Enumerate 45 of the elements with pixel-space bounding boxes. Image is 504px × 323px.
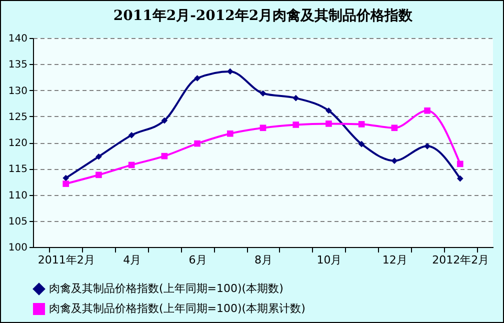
point [96, 153, 102, 160]
point [326, 120, 332, 127]
point [456, 160, 464, 168]
point [292, 122, 300, 128]
x-tick-label: 4月 [123, 254, 142, 266]
point [358, 121, 365, 128]
point [226, 68, 234, 75]
point [161, 152, 168, 160]
x-tick-label: 8月 [254, 254, 272, 266]
y-tick-label: 135 [8, 60, 28, 71]
y-tick-label: 100 [8, 242, 28, 254]
x-tick-label: 12月 [382, 254, 408, 266]
point [128, 132, 135, 138]
point [62, 180, 70, 187]
point [128, 162, 135, 168]
point [96, 172, 102, 178]
chart-title: 2011年2月-2012年2月肉禽及其制品价格指数 [113, 8, 414, 24]
y-tick-label: 125 [8, 112, 28, 123]
point [260, 90, 266, 97]
legend-label: 肉禽及其制品价格指数(上年同期=100)(本期累计数) [49, 302, 306, 315]
y-tick-label: 110 [8, 190, 28, 202]
x-tick-label: 10月 [316, 254, 342, 266]
x-tick-label: 2011年2月 [38, 254, 95, 266]
point [456, 175, 464, 182]
point [391, 124, 398, 132]
point [391, 158, 398, 164]
point [62, 174, 70, 182]
point [226, 130, 234, 137]
y-tick-label: 115 [8, 164, 28, 176]
point [358, 140, 365, 148]
point [194, 75, 200, 82]
y-tick-label: 140 [8, 34, 28, 44]
point [260, 124, 266, 132]
point [424, 142, 430, 150]
x-tick-label: 6月 [188, 254, 207, 266]
y-tick-label: 120 [8, 138, 28, 149]
point [161, 117, 168, 124]
x-tick-label: 2012年2月 [432, 254, 490, 266]
y-tick-label: 130 [8, 86, 28, 97]
y-tick-label: 105 [8, 216, 28, 228]
point [424, 107, 430, 114]
point [292, 94, 300, 102]
point [326, 107, 332, 114]
point [194, 140, 200, 147]
legend-label: 肉禽及其制品价格指数(上年同期=100)(本期数) [49, 282, 284, 295]
